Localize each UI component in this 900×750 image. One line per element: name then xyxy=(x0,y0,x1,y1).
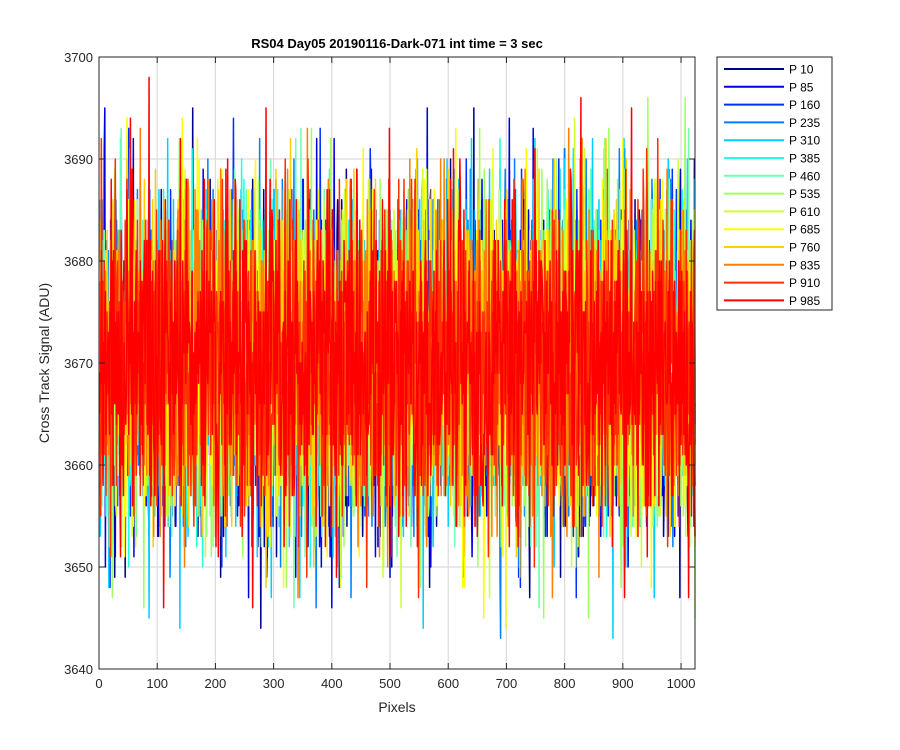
x-tick-label: 900 xyxy=(612,676,634,691)
y-axis-label: Cross Track Signal (ADU) xyxy=(36,283,52,443)
legend-label: P 835 xyxy=(789,258,820,272)
legend-label: P 160 xyxy=(789,98,820,112)
chart-title: RS04 Day05 20190116-Dark-071 int time = … xyxy=(251,36,543,51)
legend-label: P 385 xyxy=(789,152,820,166)
series-line-p-985 xyxy=(98,76,696,609)
legend-label: P 685 xyxy=(789,223,820,237)
x-tick-label: 0 xyxy=(95,676,102,691)
x-tick-label: 800 xyxy=(554,676,576,691)
y-tick-label: 3670 xyxy=(64,356,93,371)
y-tick-label: 3650 xyxy=(64,560,93,575)
x-tick-label: 1000 xyxy=(667,676,696,691)
x-tick-label: 700 xyxy=(496,676,518,691)
series-layer xyxy=(98,76,696,640)
y-tick-label: 3690 xyxy=(64,152,93,167)
legend-box xyxy=(716,56,833,311)
x-tick-label: 300 xyxy=(263,676,285,691)
y-tick-label: 3660 xyxy=(64,458,93,473)
legend-label: P 460 xyxy=(789,169,820,183)
legend-label: P 310 xyxy=(789,134,820,148)
legend-label: P 235 xyxy=(789,116,820,130)
y-tick-label: 3700 xyxy=(64,50,93,65)
legend-label: P 10 xyxy=(789,63,814,77)
y-tick-label: 3640 xyxy=(64,662,93,677)
legend-label: P 985 xyxy=(789,294,820,308)
x-tick-label: 400 xyxy=(321,676,343,691)
x-tick-label: 500 xyxy=(379,676,401,691)
legend-label: P 910 xyxy=(789,276,820,290)
x-axis-label: Pixels xyxy=(378,699,415,715)
legend-label: P 610 xyxy=(789,205,820,219)
ticks-layer: 0 100 200 300 400 500 600 700 800 900 1000 3640 3650… xyxy=(64,50,695,691)
legend-label: P 760 xyxy=(789,241,820,255)
legend-label: P 85 xyxy=(789,80,814,94)
x-tick-label: 200 xyxy=(205,676,227,691)
legend-label: P 535 xyxy=(789,187,820,201)
y-tick-label: 3680 xyxy=(64,254,93,269)
legend: P 10 P 85 P 160 P 235 P 310 P 385 P 460 P 535 P … xyxy=(716,56,833,311)
x-tick-label: 100 xyxy=(146,676,168,691)
x-tick-label: 600 xyxy=(437,676,459,691)
